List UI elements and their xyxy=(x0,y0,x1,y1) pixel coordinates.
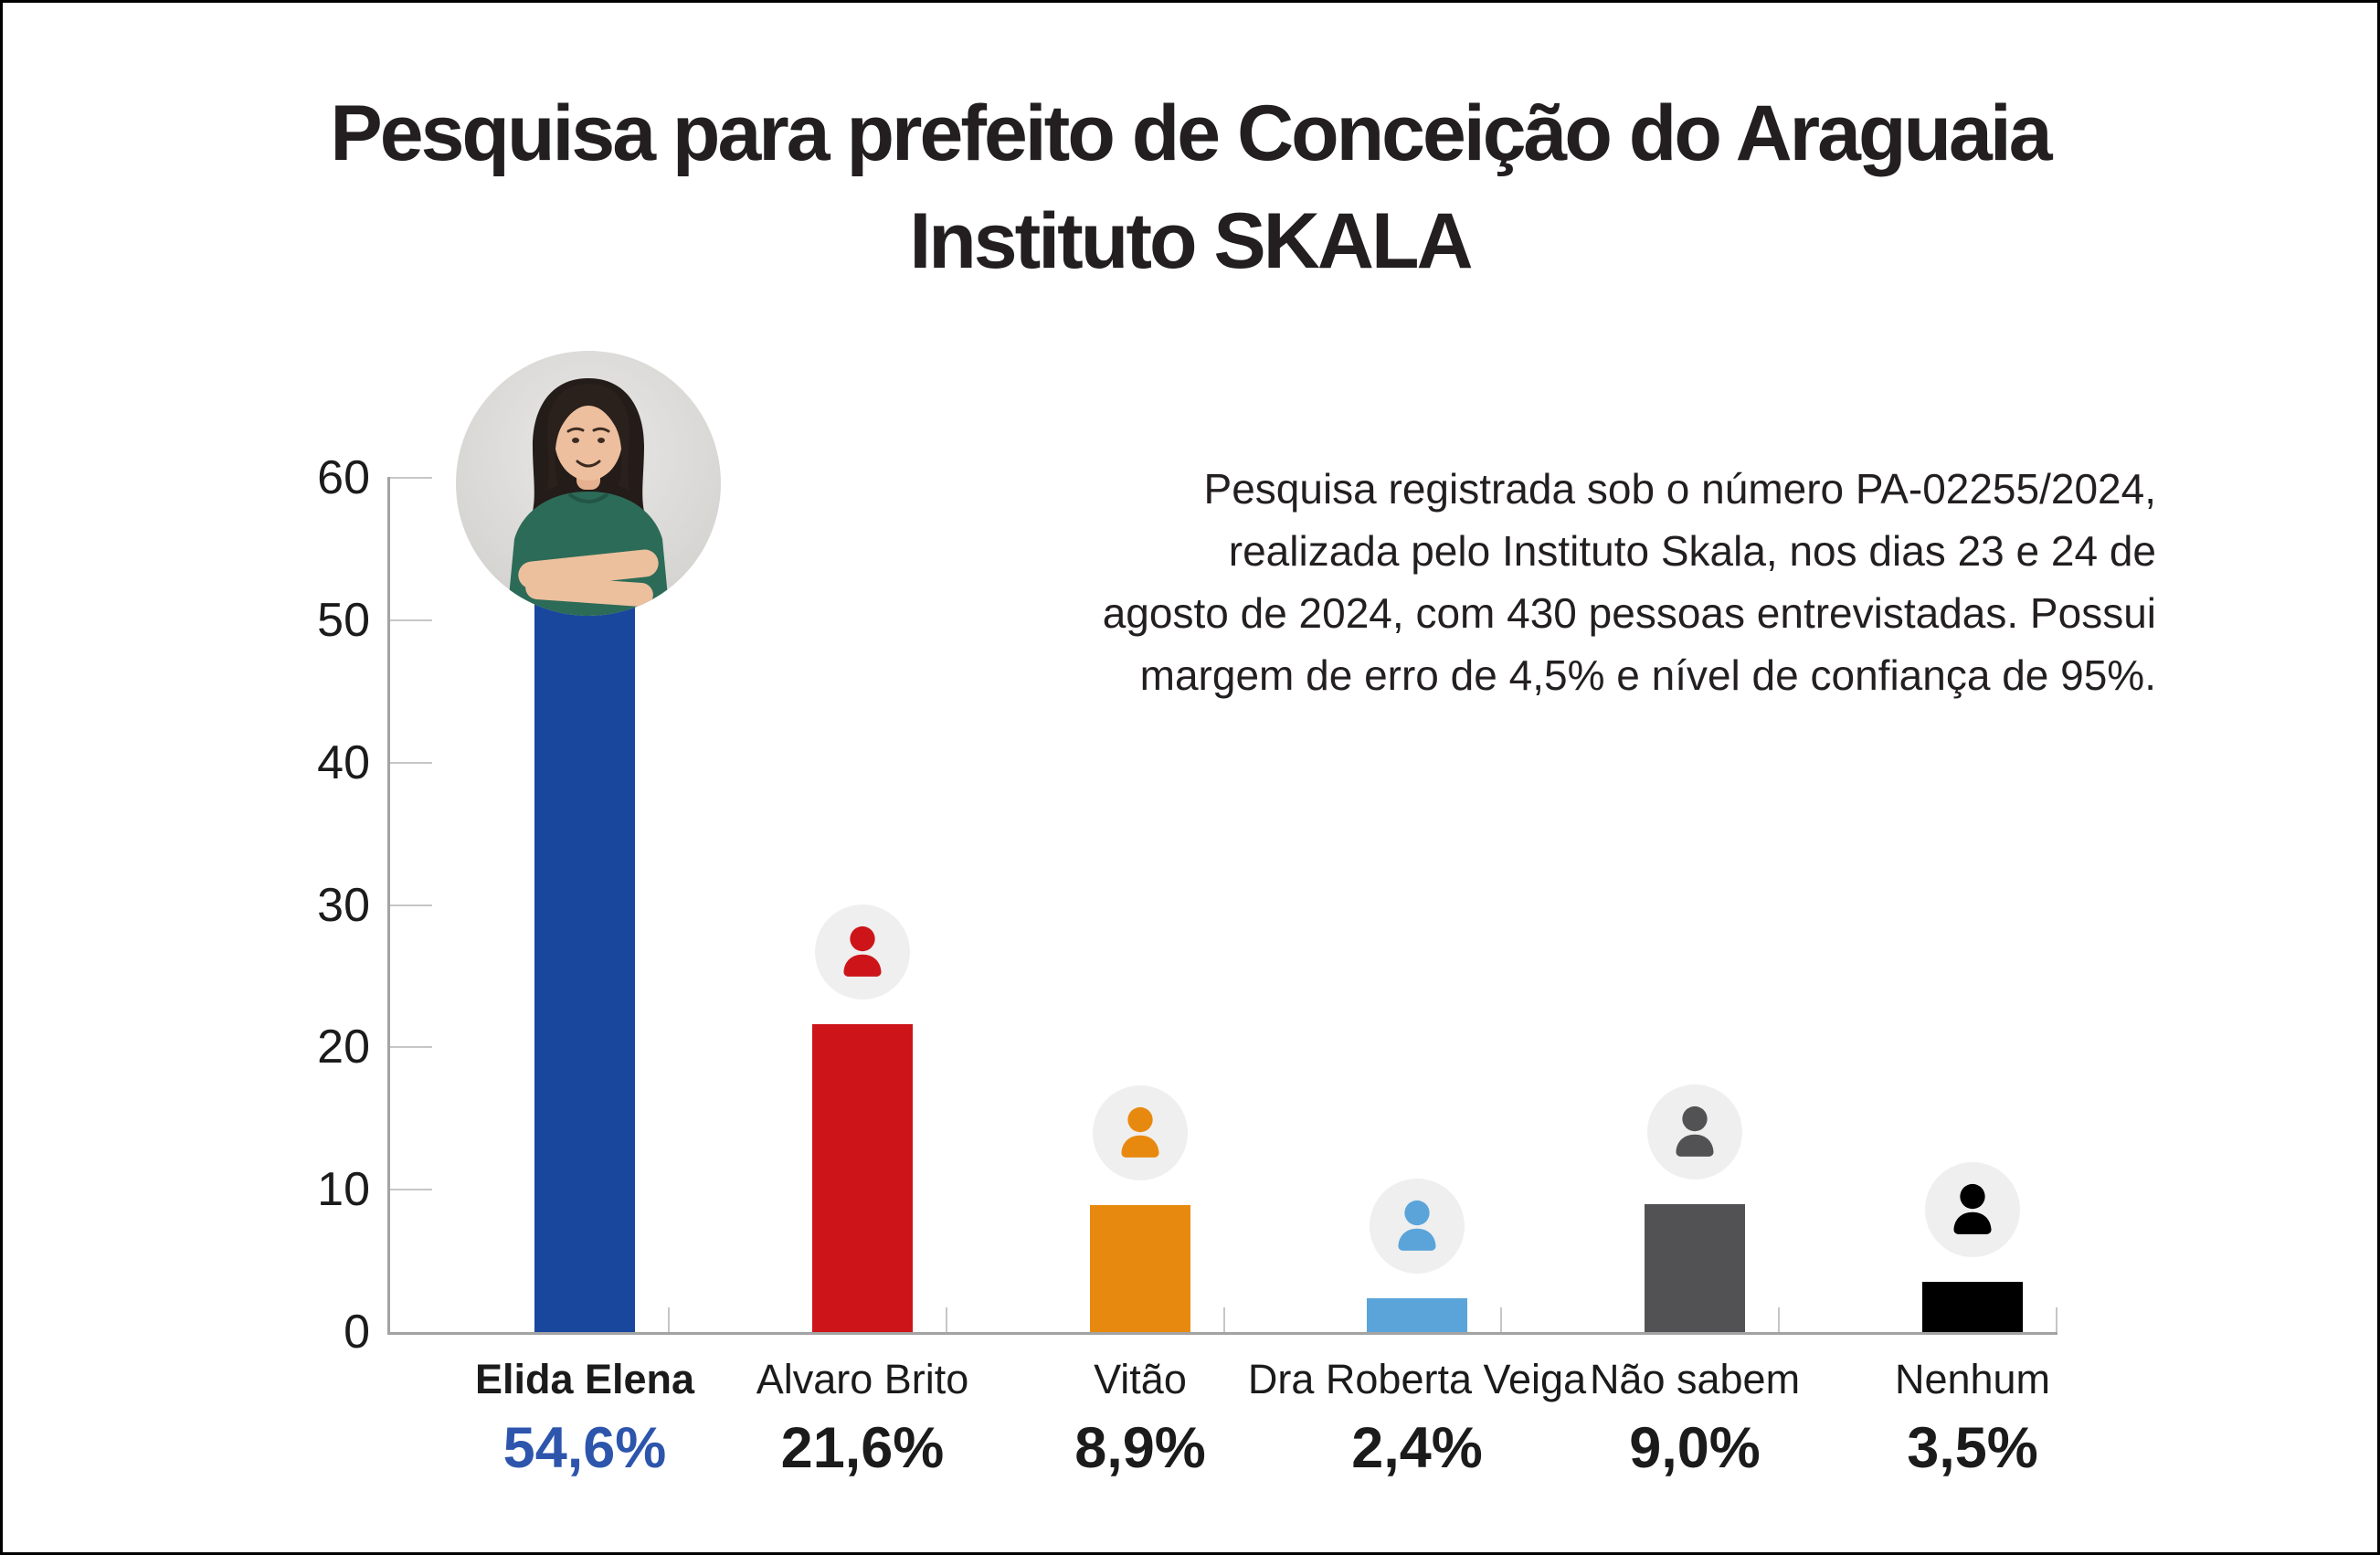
bar-dra-roberta-veiga xyxy=(1367,1298,1467,1332)
y-gridline-stub-50 xyxy=(390,619,432,621)
y-gridline-stub-60 xyxy=(390,477,432,479)
person-icon xyxy=(1647,1084,1742,1179)
bar-n-o-sabem xyxy=(1645,1204,1745,1332)
y-tick-label-30: 30 xyxy=(317,879,370,932)
y-axis-line xyxy=(387,477,390,1335)
person-icon xyxy=(1093,1085,1188,1180)
title-line-2: Instituto SKALA xyxy=(909,197,1473,285)
candidate-name-n-o-sabem: Não sabem xyxy=(1589,1356,1801,1402)
candidate-name-alvaro-brito: Alvaro Brito xyxy=(756,1356,969,1402)
y-gridline-stub-20 xyxy=(390,1046,432,1048)
candidate-name-elida-elena: Elida Elena xyxy=(474,1356,695,1402)
poll-bar-chart: 0 10 20 30 40 50 60 xyxy=(3,3,2377,1552)
person-icon xyxy=(815,904,910,1000)
candidate-share-n-o-sabem: 9,0% xyxy=(1629,1416,1761,1480)
y-gridline-stub-10 xyxy=(390,1189,432,1190)
x-tick-after-1 xyxy=(668,1307,670,1332)
y-gridline-stub-40 xyxy=(390,762,432,764)
candidate-name-vit-o: Vitão xyxy=(1094,1356,1187,1402)
bar-elida-elena xyxy=(534,555,635,1332)
candidate-photo xyxy=(456,351,721,616)
x-tick-after-6 xyxy=(2056,1307,2057,1332)
candidate-share-alvaro-brito: 21,6% xyxy=(780,1416,945,1480)
candidate-share-elida-elena: 54,6% xyxy=(502,1416,667,1480)
page-title: Pesquisa para prefeito de Conceição do A… xyxy=(3,79,2377,295)
person-icon xyxy=(1370,1179,1465,1274)
candidate-share-nenhum: 3,5% xyxy=(1907,1416,2038,1480)
survey-note-line-1: Pesquisa registrada sob o número PA-0225… xyxy=(1203,465,2156,513)
title-line-1: Pesquisa para prefeito de Conceição do A… xyxy=(330,90,2052,177)
bar-alvaro-brito xyxy=(812,1024,913,1332)
person-icon xyxy=(1925,1162,2020,1257)
x-tick-after-3 xyxy=(1223,1307,1225,1332)
candidate-share-vit-o: 8,9% xyxy=(1074,1416,1206,1480)
x-tick-after-4 xyxy=(1500,1307,1502,1332)
y-tick-label-40: 40 xyxy=(317,736,370,789)
bar-nenhum xyxy=(1922,1282,2023,1332)
x-tick-after-5 xyxy=(1778,1307,1780,1332)
bar-vit-o xyxy=(1090,1205,1190,1332)
y-tick-label-0: 0 xyxy=(344,1306,370,1359)
candidate-name-nenhum: Nenhum xyxy=(1894,1356,2051,1402)
survey-note-line-3: agosto de 2024, com 430 pessoas entrevis… xyxy=(1102,589,2156,637)
y-tick-label-50: 50 xyxy=(317,594,370,647)
survey-registration-note: Pesquisa registrada sob o número PA-0225… xyxy=(1103,458,2156,706)
candidate-name-dra-roberta-veiga: Dra Roberta Veiga xyxy=(1247,1356,1587,1402)
survey-note-line-2: realizada pelo Instituto Skala, nos dias… xyxy=(1228,527,2156,575)
y-gridline-stub-30 xyxy=(390,904,432,906)
x-axis-line xyxy=(387,1332,2057,1335)
y-tick-label-20: 20 xyxy=(317,1021,370,1074)
candidate-share-dra-roberta-veiga: 2,4% xyxy=(1351,1416,1483,1480)
x-tick-after-2 xyxy=(946,1307,947,1332)
y-tick-label-10: 10 xyxy=(317,1163,370,1216)
survey-note-line-4: margem de erro de 4,5% e nível de confia… xyxy=(1139,651,2156,699)
y-tick-label-60: 60 xyxy=(317,451,370,504)
